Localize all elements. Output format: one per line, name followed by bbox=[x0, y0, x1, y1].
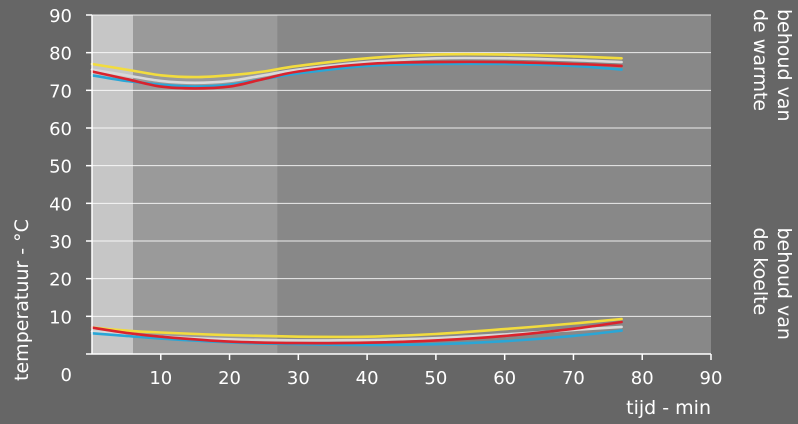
axes bbox=[86, 15, 711, 355]
x-tick-label-50: 50 bbox=[424, 368, 447, 389]
series-lines bbox=[90, 52, 623, 347]
series-line-cool-4 bbox=[90, 317, 623, 339]
y-tick-labels: 0 10 20 30 40 50 60 70 80 90 bbox=[49, 6, 92, 386]
x-tick-label-40: 40 bbox=[356, 368, 379, 389]
series-line-cool-7 bbox=[90, 320, 623, 345]
y-tick-label-0: 0 bbox=[61, 365, 72, 386]
y-tick-label-20: 20 bbox=[49, 270, 72, 291]
y-tick-label-40: 40 bbox=[49, 194, 72, 215]
y-tick-label-60: 60 bbox=[49, 119, 72, 140]
y-tick-label-70: 70 bbox=[49, 81, 72, 102]
background-bands bbox=[92, 15, 711, 354]
grid-lines bbox=[92, 14, 711, 317]
series-line-warm-1 bbox=[90, 56, 623, 85]
y-tick-label-50: 50 bbox=[49, 157, 72, 178]
y-tick-label-80: 80 bbox=[49, 44, 72, 65]
x-tick-label-90: 90 bbox=[700, 368, 723, 389]
x-tick-label-30: 30 bbox=[287, 368, 310, 389]
series-line-warm-3 bbox=[90, 60, 623, 90]
y-tick-label-30: 30 bbox=[49, 232, 72, 253]
background-band-1 bbox=[133, 15, 278, 354]
series-line-warm-0 bbox=[90, 52, 623, 79]
x-tick-labels: 10 20 30 40 50 60 70 80 90 bbox=[149, 354, 722, 389]
x-tick-label-20: 20 bbox=[218, 368, 241, 389]
annotation-1-line-1: de koelte bbox=[749, 227, 771, 315]
series-line-warm-2 bbox=[90, 62, 623, 88]
annotation-0-line-0: behoud van bbox=[773, 9, 795, 122]
x-tick-label-10: 10 bbox=[149, 368, 172, 389]
y-axis-label: temperatuur - °C bbox=[11, 219, 33, 381]
y-tick-label-90: 90 bbox=[49, 6, 72, 27]
x-axis-label: tijd - min bbox=[626, 397, 711, 419]
y-tick-label-10: 10 bbox=[49, 307, 72, 328]
x-tick-label-60: 60 bbox=[493, 368, 516, 389]
series-line-cool-6 bbox=[90, 329, 623, 347]
x-tick-label-70: 70 bbox=[562, 368, 585, 389]
annotation-1-line-0: behoud van bbox=[773, 227, 795, 340]
x-tick-label-80: 80 bbox=[631, 368, 654, 389]
annotation-0-line-1: de warmte bbox=[749, 9, 771, 111]
background-band-2 bbox=[277, 15, 711, 354]
